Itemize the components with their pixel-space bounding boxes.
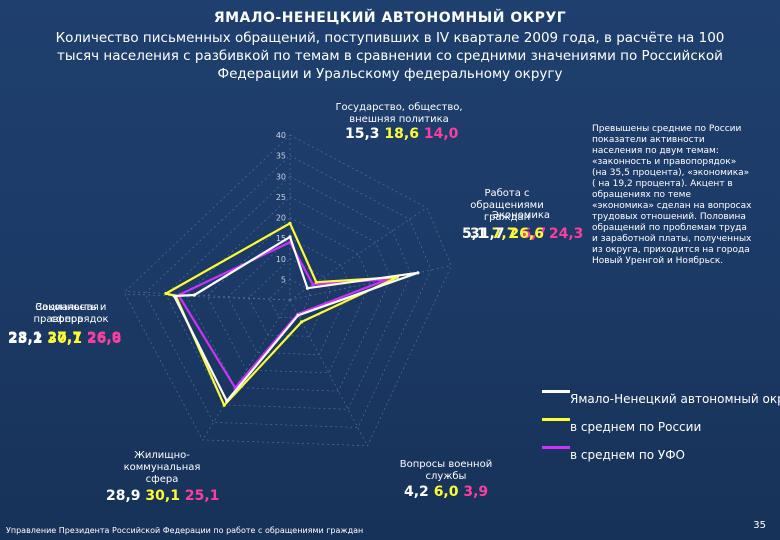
axis-label-gov: Государство, общество, внешняя политика: [335, 102, 463, 125]
radial-tick-40: 40: [276, 131, 286, 140]
axis-label-military: Вопросы военной службы: [399, 459, 493, 482]
values-housing: 28,9 30,1 25,1: [106, 488, 219, 504]
radial-tick-30: 30: [276, 172, 286, 181]
value-military-ufo: 3,9: [463, 484, 489, 500]
axis-label-social: Социальная сфера: [35, 302, 99, 325]
legend-label-rf: в среднем по России: [570, 420, 702, 434]
spoke-2: [289, 265, 452, 301]
page-subtitle: Количество письменных обращений, поступи…: [55, 30, 725, 82]
radial-tick-10: 10: [276, 255, 286, 264]
data-point-0-2: [416, 271, 420, 275]
value-social-ufo: 26,9: [86, 330, 122, 346]
value-social-rf: 27,7: [47, 330, 82, 346]
grid-ring-35: [145, 155, 432, 428]
legend-label-yanao: Ямало-Ненецкий автономный округ: [570, 392, 780, 406]
values-econ: 31,7 26,6 24,3: [470, 226, 583, 242]
annotation-note: Превышены средние по России показатели а…: [592, 124, 752, 266]
data-point-1-0: [288, 221, 292, 225]
axis-label-work: Работа с обращениями граждан: [470, 188, 544, 223]
value-work-rf: 7,7: [491, 226, 517, 242]
value-social-yanao: 28,1: [8, 330, 43, 346]
data-point-1-4: [222, 403, 226, 407]
value-gov-rf: 18,6: [384, 126, 419, 142]
data-point-0-6: [192, 293, 196, 297]
data-point-1-3: [300, 320, 304, 324]
grid-ring-25: [186, 196, 392, 392]
grid-ring-40: [124, 134, 452, 447]
values-military: 4,2 6,0 3,9: [404, 484, 488, 500]
legend-swatch-yanao: [542, 390, 570, 393]
data-point-0-1: [305, 286, 309, 290]
data-point-0-0: [288, 235, 292, 239]
page-title: ЯМАЛО-НЕНЕЦКИЙ АВТОНОМНЫЙ ОКРУГ: [213, 10, 567, 26]
value-econ-ufo: 24,3: [548, 226, 584, 242]
grid-ring-30: [165, 175, 412, 410]
axis-label-econ: Экономика: [491, 210, 550, 221]
values-work: 5,1 7,7 6,7: [462, 226, 546, 242]
value-gov-ufo: 14,0: [423, 126, 459, 142]
value-work-ufo: 6,7: [521, 226, 547, 242]
value-housing-rf: 30,1: [145, 488, 180, 504]
values-gov: 15,3 18,6 14,0: [345, 126, 458, 142]
series-line-1: [164, 222, 399, 407]
data-point-0-4: [225, 399, 229, 403]
axis-label-law: Законность и правопорядок: [33, 302, 109, 325]
spoke-5: [125, 293, 291, 301]
value-gov-yanao: 15,3: [345, 126, 380, 142]
spoke-1: [289, 207, 427, 301]
legend-swatch-ufo: [542, 446, 570, 449]
legend-swatch-rf: [542, 418, 570, 421]
footer-source: Управление Президента Российской Федерац…: [6, 526, 364, 535]
values-law: 23,2 30,1 26,6: [8, 331, 121, 347]
value-work-yanao: 5,1: [462, 226, 487, 242]
legend-label-ufo: в среднем по УФО: [570, 448, 685, 462]
value-law-ufo: 26,6: [86, 331, 122, 347]
value-housing-ufo: 25,1: [184, 488, 220, 504]
data-point-1-6: [164, 291, 168, 296]
value-military-rf: 6,0: [433, 484, 459, 500]
value-econ-yanao: 31,7: [470, 226, 505, 242]
value-econ-rf: 26,6: [509, 226, 544, 242]
data-point-0-3: [296, 313, 300, 317]
values-social: 28,1 27,7 26,9: [8, 330, 121, 346]
radial-tick-35: 35: [276, 152, 286, 161]
radial-tick-25: 25: [276, 193, 286, 202]
page-number: 35: [753, 520, 766, 531]
data-point-2-1: [311, 282, 315, 287]
value-law-yanao: 23,2: [8, 331, 43, 347]
value-military-yanao: 4,2: [404, 484, 429, 500]
axis-label-housing: Жилищно-коммунальная сфера: [123, 450, 201, 485]
radial-tick-15: 15: [276, 234, 286, 243]
radial-tick-20: 20: [276, 214, 286, 223]
series-line-0: [173, 235, 419, 403]
radial-tick-5: 5: [281, 275, 286, 284]
value-law-rf: 30,1: [47, 331, 82, 347]
spoke-6: [125, 291, 291, 301]
data-point-1-1: [314, 280, 318, 284]
grid-ring-10: [248, 258, 331, 337]
value-housing-yanao: 28,9: [106, 488, 141, 504]
data-point-0-5: [172, 294, 176, 298]
grid-ring-15: [227, 237, 351, 355]
